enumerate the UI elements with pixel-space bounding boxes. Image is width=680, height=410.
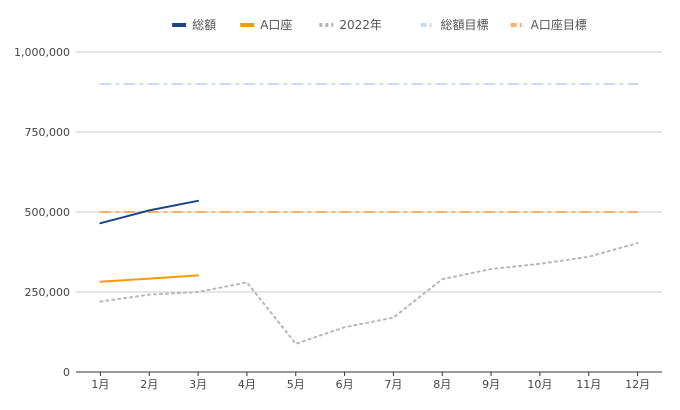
x-tick-label: 9月 (482, 378, 500, 391)
legend-item-総額目標[interactable]: 総額目標 (420, 18, 489, 32)
legend-label: A口座目標 (531, 17, 587, 32)
legend-label: A口座 (260, 17, 292, 32)
y-tick-label: 0 (63, 366, 70, 379)
x-tick-label: 11月 (576, 378, 601, 391)
series-line-A口座 (99, 274, 200, 283)
y-axis: 0 250,000 500,000 750,000 1,000,000 (14, 46, 70, 379)
y-tick-label: 250,000 (25, 286, 71, 299)
x-tick-label: 1月 (91, 378, 109, 391)
y-tick-label: 750,000 (25, 126, 71, 139)
x-tick-label: 4月 (238, 378, 256, 391)
y-tick-label: 500,000 (25, 206, 71, 219)
x-tick-label: 12月 (625, 378, 650, 391)
x-tick-label: 10月 (527, 378, 552, 391)
series-layer (99, 83, 639, 345)
x-axis: 1月 2月 3月 4月 5月 6月 7月 8月 9月 10月 11月 12月 (91, 372, 650, 391)
legend-label: 総額 (192, 18, 216, 32)
legend-item-A口座[interactable]: A口座 (240, 17, 292, 32)
legend-item-2022年[interactable]: 2022年 (319, 18, 382, 32)
x-tick-label: 3月 (189, 378, 207, 391)
x-tick-label: 5月 (287, 378, 305, 391)
x-tick-label: 7月 (384, 378, 402, 391)
series-line-総額 (99, 199, 200, 225)
legend-item-A口座目標[interactable]: A口座目標 (510, 17, 587, 32)
legend: 総額 A口座 2022年 総額目標 A口座目標 (172, 17, 587, 32)
series-line-2022年 (99, 242, 639, 345)
y-tick-label: 1,000,000 (14, 46, 70, 59)
legend-label: 2022年 (339, 18, 382, 32)
x-tick-label: 2月 (140, 378, 158, 391)
x-tick-label: 6月 (336, 378, 354, 391)
legend-item-総額[interactable]: 総額 (172, 18, 216, 32)
x-tick-label: 8月 (433, 378, 451, 391)
legend-label: 総額目標 (441, 18, 489, 32)
